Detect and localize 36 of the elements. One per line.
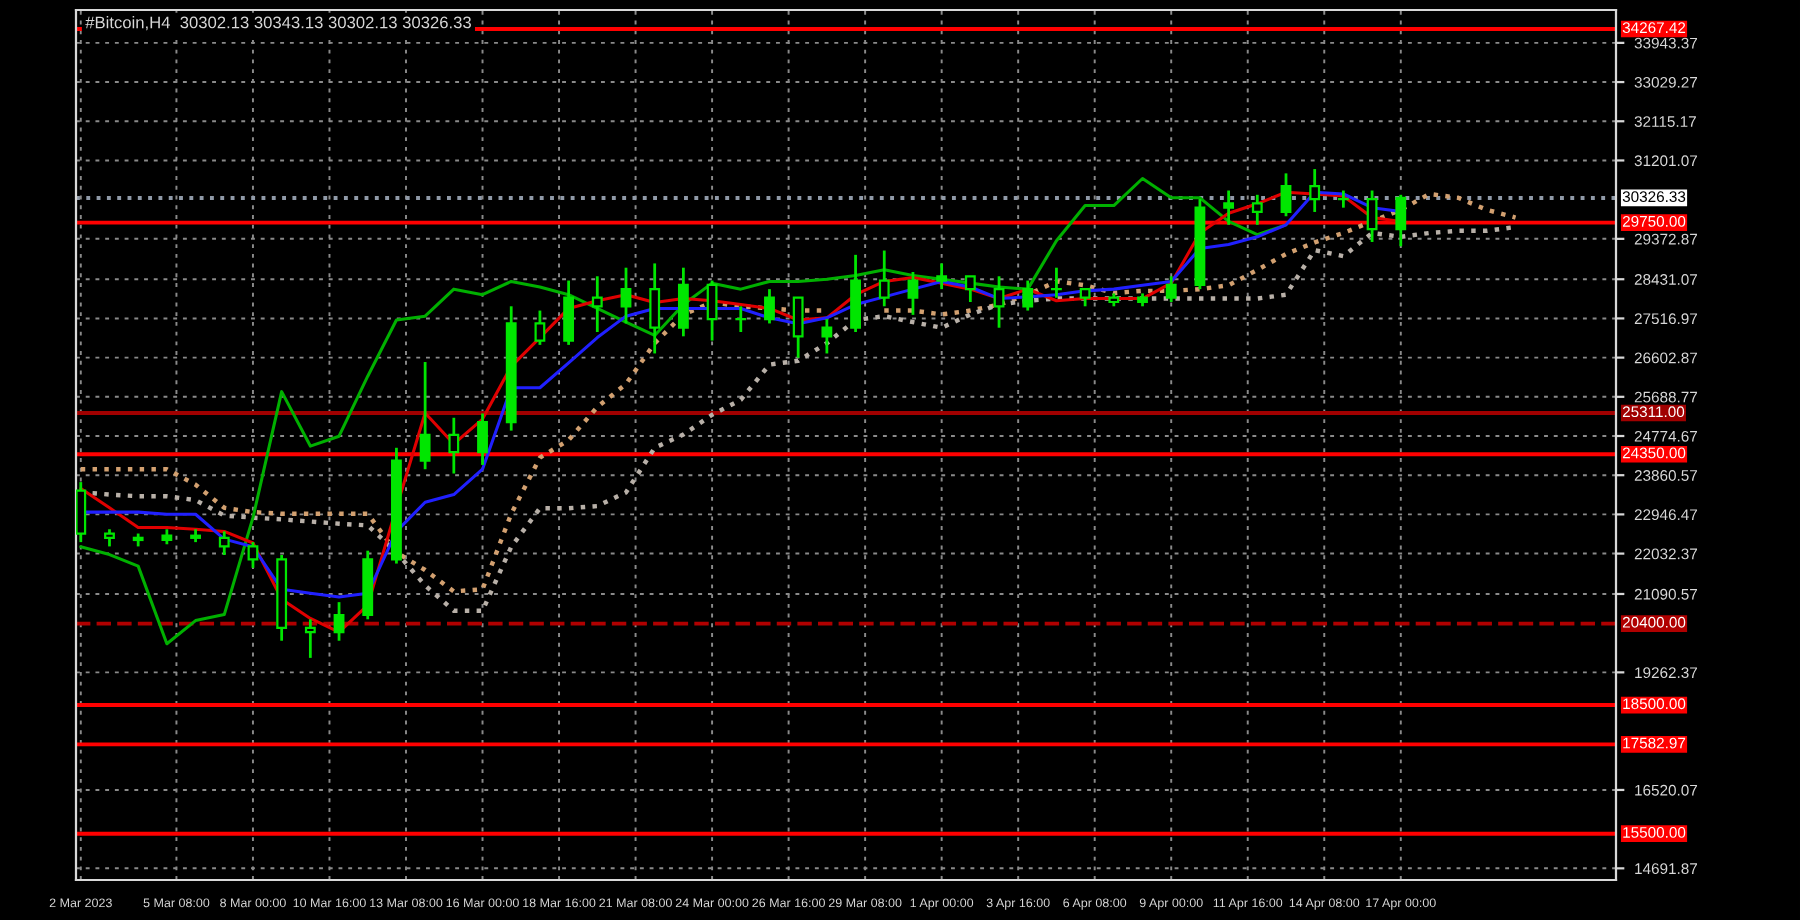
candlestick xyxy=(1280,171,1292,218)
candlestick xyxy=(1251,193,1263,227)
candlestick xyxy=(563,279,575,347)
candlestick xyxy=(218,530,230,557)
candlestick xyxy=(534,309,546,347)
candlestick xyxy=(477,412,488,467)
candlestick xyxy=(792,296,804,360)
candlestick xyxy=(1337,189,1349,210)
candlestick xyxy=(1051,266,1062,300)
candlestick xyxy=(1309,167,1321,214)
candlestick xyxy=(735,304,747,334)
candlestick xyxy=(964,274,976,304)
candlestick xyxy=(1022,279,1034,312)
candlestick xyxy=(706,279,718,342)
candlestick xyxy=(677,266,689,338)
candlestick xyxy=(1366,189,1378,244)
candlestick xyxy=(936,262,948,291)
candlestick xyxy=(1395,193,1407,248)
candlestick xyxy=(1165,274,1177,304)
candlestick xyxy=(1223,189,1235,227)
candlestick xyxy=(419,360,431,471)
candlestick xyxy=(591,274,603,334)
candlestick xyxy=(247,540,259,570)
candlestick xyxy=(764,287,775,325)
candlestick xyxy=(993,274,1005,330)
candlestick xyxy=(850,253,861,334)
chart-title: #Bitcoin,H4 30302.13 30343.13 30302.13 30326.33 xyxy=(85,16,471,31)
candlestick xyxy=(878,249,890,308)
candlestick xyxy=(304,617,316,660)
candlestick xyxy=(76,480,87,544)
candlestick xyxy=(649,262,661,355)
candlestick xyxy=(333,600,345,643)
candlestick xyxy=(620,266,632,325)
candlestick xyxy=(448,416,460,475)
candlestick xyxy=(907,270,919,317)
candlestick xyxy=(821,317,833,355)
